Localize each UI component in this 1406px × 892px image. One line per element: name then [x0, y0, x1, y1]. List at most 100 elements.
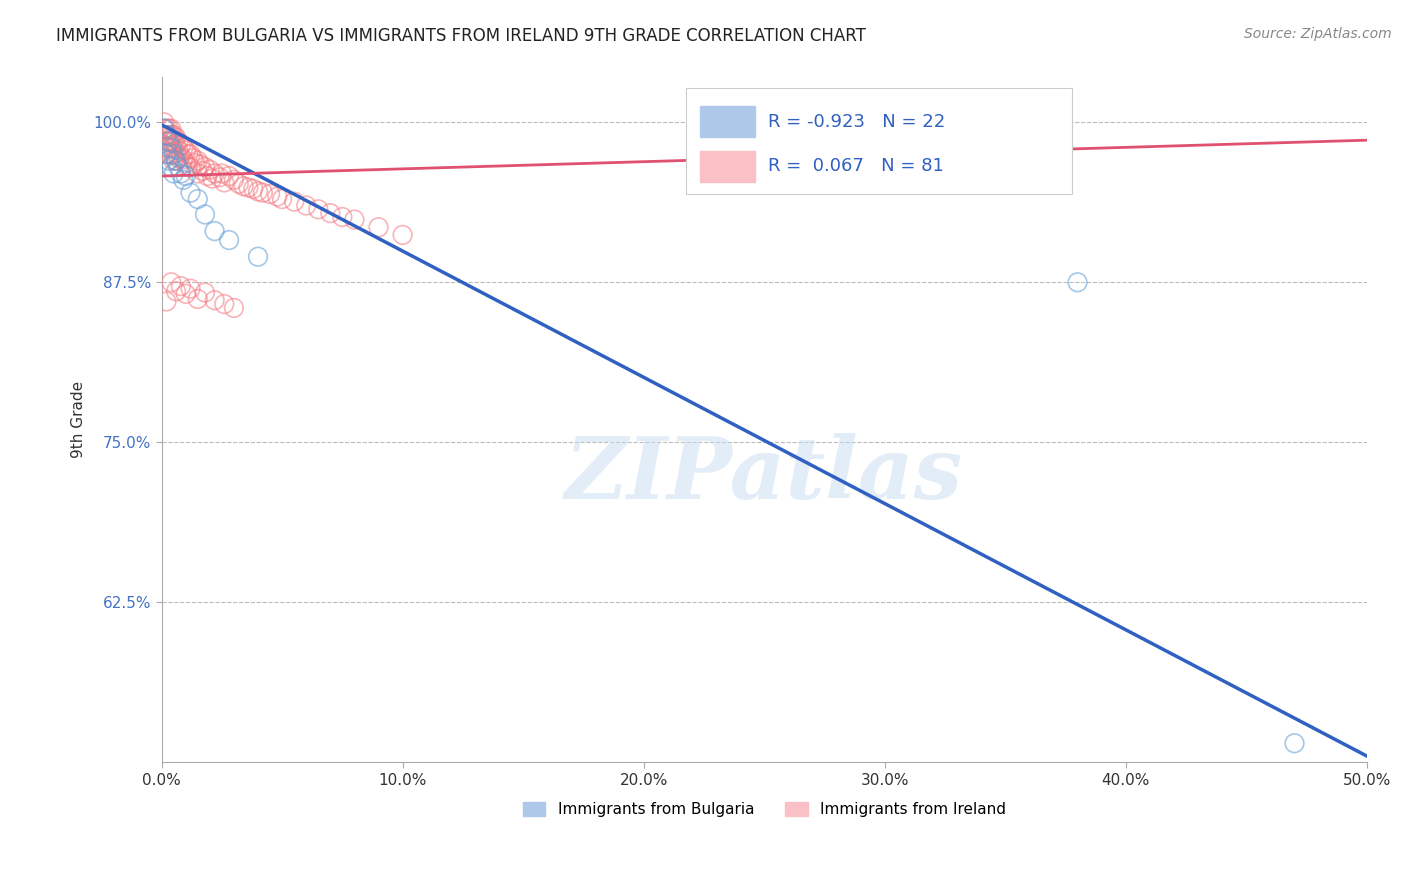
Point	[1284, 736, 1306, 750]
Point	[170, 138, 193, 153]
Point	[188, 157, 211, 171]
Point	[153, 115, 176, 129]
Point	[157, 135, 180, 149]
Point	[271, 192, 294, 206]
Point	[266, 189, 288, 203]
Point	[157, 121, 180, 136]
Point	[157, 128, 180, 142]
Point	[155, 141, 177, 155]
Point	[174, 286, 197, 301]
Point	[165, 153, 187, 168]
FancyBboxPatch shape	[686, 87, 1071, 194]
Point	[184, 156, 207, 170]
Point	[222, 301, 245, 315]
FancyBboxPatch shape	[700, 106, 755, 137]
Point	[170, 279, 193, 293]
Point	[160, 135, 183, 149]
Point	[295, 198, 318, 212]
Point	[187, 192, 209, 206]
FancyBboxPatch shape	[700, 151, 755, 182]
Point	[181, 151, 204, 165]
Point	[197, 169, 219, 183]
Point	[167, 151, 190, 165]
Point	[177, 147, 200, 161]
Point	[155, 135, 177, 149]
Point	[155, 121, 177, 136]
Point	[180, 160, 202, 174]
Point	[160, 275, 183, 289]
Point	[157, 141, 180, 155]
Point	[191, 164, 214, 178]
Point	[228, 177, 250, 191]
Point	[157, 153, 180, 168]
Point	[153, 121, 176, 136]
Point	[153, 128, 176, 142]
Point	[242, 182, 264, 196]
Point	[194, 285, 217, 300]
Point	[155, 294, 177, 309]
Point	[204, 224, 226, 238]
Point	[238, 180, 260, 194]
Point	[180, 186, 202, 200]
Y-axis label: 9th Grade: 9th Grade	[72, 382, 86, 458]
Text: R =  0.067   N = 81: R = 0.067 N = 81	[768, 158, 943, 176]
Text: R = -0.923   N = 22: R = -0.923 N = 22	[768, 113, 945, 131]
Point	[343, 212, 366, 227]
Point	[155, 147, 177, 161]
Point	[163, 153, 186, 168]
Point	[367, 220, 389, 235]
Point	[174, 156, 197, 170]
Point	[163, 141, 186, 155]
Point	[160, 121, 183, 136]
Point	[165, 285, 187, 299]
Point	[204, 293, 226, 308]
Point	[165, 153, 187, 168]
Point	[165, 146, 187, 161]
Point	[160, 160, 183, 174]
Text: ZIPatlas: ZIPatlas	[565, 433, 963, 516]
Point	[391, 227, 413, 242]
Point	[160, 128, 183, 142]
Point	[170, 166, 193, 180]
Point	[174, 144, 197, 158]
Point	[194, 160, 217, 174]
Point	[1066, 275, 1088, 289]
Point	[153, 121, 176, 136]
Point	[155, 128, 177, 142]
Text: Source: ZipAtlas.com: Source: ZipAtlas.com	[1244, 27, 1392, 41]
Point	[167, 160, 190, 174]
Point	[198, 162, 221, 177]
Point	[172, 141, 194, 155]
Point	[218, 169, 240, 183]
Point	[194, 207, 217, 221]
Point	[214, 297, 236, 311]
Point	[187, 166, 209, 180]
Point	[247, 250, 270, 264]
Point	[259, 186, 281, 201]
Text: IMMIGRANTS FROM BULGARIA VS IMMIGRANTS FROM IRELAND 9TH GRADE CORRELATION CHART: IMMIGRANTS FROM BULGARIA VS IMMIGRANTS F…	[56, 27, 866, 45]
Point	[319, 206, 342, 220]
Point	[167, 144, 190, 158]
Point	[163, 128, 186, 142]
Point	[208, 170, 231, 185]
Point	[174, 169, 197, 183]
Point	[187, 292, 209, 306]
Point	[170, 150, 193, 164]
Point	[163, 147, 186, 161]
Point	[157, 135, 180, 149]
Point	[247, 185, 270, 199]
Point	[232, 179, 254, 194]
Point	[177, 160, 200, 174]
Point	[252, 186, 274, 200]
Point	[180, 147, 202, 161]
Point	[218, 233, 240, 247]
Point	[187, 153, 209, 168]
Point	[155, 128, 177, 142]
Point	[157, 147, 180, 161]
Point	[201, 171, 224, 186]
Point	[172, 173, 194, 187]
Point	[163, 166, 186, 180]
Point	[163, 135, 186, 149]
Point	[165, 130, 187, 145]
Point	[307, 202, 329, 217]
